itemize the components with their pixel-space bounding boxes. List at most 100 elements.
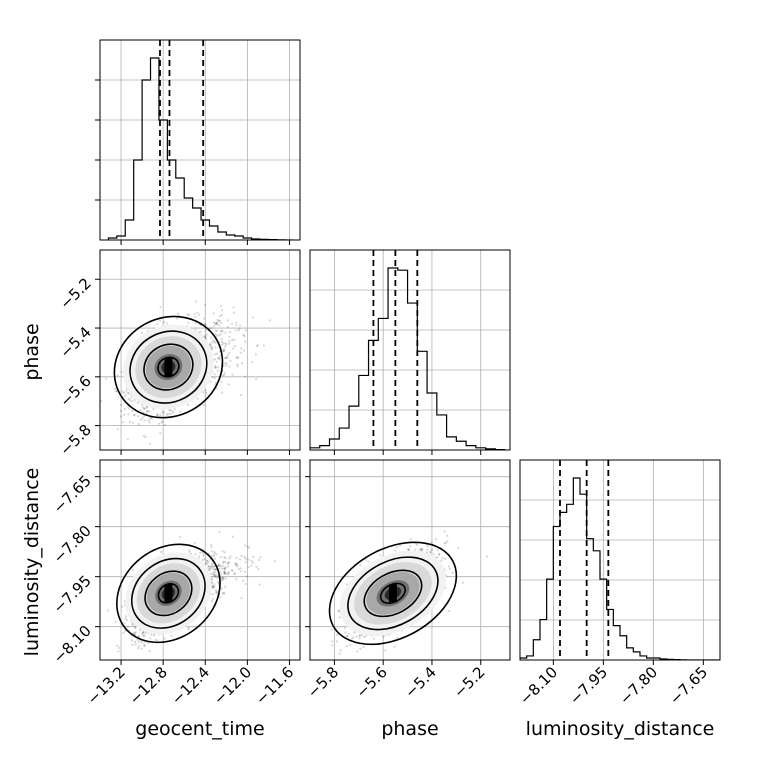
sample-point — [345, 634, 349, 638]
contour-line — [157, 356, 180, 378]
sample-point — [222, 576, 225, 580]
sample-point — [199, 551, 202, 554]
x-axis-label-phase: phase — [381, 718, 438, 740]
sample-point — [234, 562, 237, 565]
sample-point — [188, 313, 191, 316]
sample-point — [226, 565, 229, 568]
sample-point — [142, 631, 145, 634]
sample-point — [187, 321, 190, 324]
sample-point — [221, 576, 224, 580]
sample-point — [212, 554, 215, 558]
x-tick-label: −5.8 — [304, 663, 342, 701]
sample-point — [212, 321, 216, 324]
sample-point — [216, 322, 219, 325]
panel-frame — [99, 459, 301, 661]
sample-point — [148, 442, 152, 445]
sample-point — [222, 561, 225, 565]
sample-point — [235, 578, 238, 581]
sample-point — [420, 548, 423, 551]
axis-labels-layer: geocent_time phase luminosity_distance p… — [21, 323, 714, 740]
sample-point — [359, 564, 362, 567]
sample-point — [224, 342, 227, 345]
sample-point — [212, 593, 215, 596]
sample-point — [161, 411, 164, 414]
sample-point — [243, 570, 247, 573]
density-peak — [388, 584, 397, 603]
sample-point — [237, 329, 240, 332]
sample-point — [212, 325, 216, 328]
sample-point — [125, 389, 128, 392]
sample-point — [448, 609, 451, 613]
density-peak — [164, 584, 173, 603]
density-peak — [164, 358, 173, 377]
sample-point — [247, 566, 250, 569]
sample-point — [176, 317, 179, 320]
sample-point — [219, 570, 222, 573]
panel-content — [100, 300, 272, 445]
sample-point — [224, 556, 227, 560]
sample-point — [214, 365, 217, 368]
sample-point — [231, 569, 234, 572]
sample-point — [216, 369, 219, 372]
sample-point — [120, 370, 123, 373]
sample-point — [228, 331, 231, 334]
sample-point — [438, 553, 441, 556]
sample-point — [420, 549, 423, 552]
sample-point — [213, 585, 216, 588]
sample-point — [142, 641, 146, 644]
sample-point — [150, 633, 153, 636]
sample-point — [394, 549, 397, 552]
sample-point — [485, 555, 489, 558]
x-tick-label: −7.95 — [566, 663, 611, 708]
sample-point — [362, 635, 366, 639]
sample-point — [121, 390, 124, 393]
sample-point — [221, 550, 224, 553]
sample-point — [134, 643, 137, 646]
sample-point — [224, 572, 227, 575]
sample-point — [367, 560, 370, 563]
contour-line — [115, 543, 221, 644]
y-axis-label-phase: phase — [21, 323, 43, 380]
sample-point — [345, 644, 348, 648]
sample-point — [236, 363, 239, 366]
sample-point — [429, 551, 432, 554]
sample-point — [356, 650, 359, 653]
sample-point — [141, 631, 144, 634]
sample-point — [214, 322, 217, 325]
sample-point — [273, 560, 276, 563]
contour-line — [379, 582, 407, 605]
sample-point — [130, 400, 134, 403]
sample-point — [210, 567, 213, 570]
sample-point — [187, 626, 190, 629]
sample-point — [434, 538, 437, 541]
sample-point — [133, 631, 136, 635]
x-tick-label: −5.4 — [401, 663, 439, 701]
sample-point — [143, 407, 146, 410]
x-axis-label-geocent-time: geocent_time — [135, 718, 264, 740]
sample-point — [126, 438, 129, 441]
sample-point — [214, 573, 217, 576]
sample-point — [108, 660, 110, 662]
x-tick-label: −5.6 — [353, 663, 391, 701]
x-tick-label: −5.2 — [450, 663, 488, 701]
sample-point — [213, 377, 216, 380]
sample-point — [230, 569, 233, 572]
sample-point — [140, 641, 143, 644]
sample-point — [133, 414, 136, 417]
sample-point — [131, 409, 134, 412]
sample-point — [133, 398, 136, 402]
sample-point — [134, 626, 137, 630]
sample-point — [131, 643, 134, 647]
sample-point — [213, 574, 216, 577]
sample-point — [262, 344, 266, 347]
sample-point — [220, 567, 223, 570]
sample-point — [214, 353, 217, 356]
sample-point — [216, 574, 219, 578]
sample-point — [213, 571, 216, 574]
sample-point — [223, 567, 227, 570]
sample-point — [212, 573, 215, 576]
sample-point — [216, 318, 219, 321]
contour-line — [113, 315, 224, 419]
sample-point — [211, 573, 215, 576]
sample-point — [430, 541, 433, 544]
